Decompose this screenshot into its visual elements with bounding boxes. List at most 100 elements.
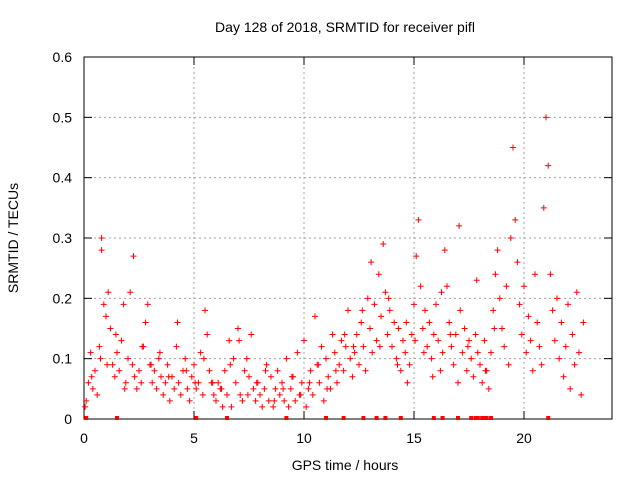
data-point	[485, 385, 492, 392]
data-point	[209, 379, 216, 386]
data-point	[556, 355, 563, 362]
data-point	[85, 379, 92, 386]
data-point	[241, 367, 248, 374]
data-point	[518, 331, 525, 338]
data-point	[358, 319, 365, 326]
data-point	[82, 403, 89, 410]
data-points	[82, 114, 587, 410]
data-point	[353, 331, 360, 338]
y-tick-label: 0.5	[53, 109, 73, 125]
data-point	[268, 373, 274, 380]
data-point	[341, 331, 348, 338]
y-tick-label: 0.1	[53, 351, 73, 367]
grid-layer	[84, 57, 612, 419]
data-point	[547, 271, 554, 278]
data-point	[96, 343, 103, 350]
chart-title: Day 128 of 2018, SRMTID for receiver pif…	[215, 19, 475, 35]
data-point	[315, 361, 322, 368]
data-point	[104, 361, 111, 368]
data-point	[175, 379, 182, 386]
data-point	[271, 397, 278, 404]
data-point	[351, 349, 358, 356]
data-point	[144, 301, 151, 308]
data-point	[380, 241, 387, 248]
data-point	[305, 385, 312, 392]
data-point	[155, 355, 162, 362]
data-point	[294, 349, 301, 356]
data-point	[538, 361, 545, 368]
zero-marker	[225, 416, 229, 420]
data-point	[312, 313, 318, 320]
zero-marker	[456, 416, 460, 420]
data-point	[466, 337, 472, 344]
data-point	[429, 373, 436, 380]
data-point	[457, 307, 464, 314]
data-point	[342, 343, 349, 350]
zero-marker	[482, 416, 487, 420]
data-point	[164, 361, 171, 368]
data-point	[494, 247, 501, 254]
data-point	[142, 319, 149, 326]
data-point	[571, 361, 578, 368]
data-point	[562, 343, 569, 350]
data-point	[87, 349, 94, 356]
data-point	[331, 349, 338, 356]
data-point	[532, 271, 538, 278]
zero-marker	[115, 416, 119, 420]
data-point	[413, 253, 420, 260]
data-point	[292, 397, 299, 404]
data-point	[127, 289, 134, 296]
data-point	[543, 114, 549, 121]
data-point	[281, 397, 288, 404]
data-point	[297, 391, 304, 398]
data-point	[362, 367, 369, 374]
data-point	[158, 373, 164, 380]
data-point	[318, 343, 325, 350]
data-point	[118, 337, 125, 344]
data-point	[474, 349, 481, 356]
data-point	[109, 361, 116, 368]
data-point	[438, 289, 445, 296]
data-point	[420, 349, 427, 356]
data-point	[470, 373, 477, 380]
data-point	[375, 271, 382, 278]
data-point	[386, 307, 393, 314]
data-point	[334, 379, 340, 386]
data-point	[428, 355, 435, 362]
data-point	[120, 301, 127, 308]
data-point	[193, 385, 200, 392]
data-point	[130, 253, 137, 260]
data-point	[441, 247, 448, 254]
zero-marker	[440, 416, 445, 420]
data-point	[224, 391, 230, 398]
data-point	[210, 391, 217, 398]
data-point	[384, 331, 391, 338]
y-tick-label: 0.2	[53, 290, 73, 306]
data-point	[166, 397, 173, 404]
x-tick-label: 0	[80, 430, 88, 446]
zero-marker	[324, 416, 328, 420]
x-axis-label: GPS time / hours	[292, 457, 399, 473]
data-point	[385, 295, 392, 302]
data-point	[259, 403, 266, 410]
data-point	[202, 307, 208, 314]
data-point	[131, 373, 138, 380]
data-point	[447, 331, 454, 338]
data-point	[298, 379, 305, 386]
data-point	[156, 349, 163, 356]
y-tick-label: 0.4	[53, 170, 73, 186]
data-point	[468, 355, 475, 362]
data-point	[463, 367, 470, 374]
y-tick-label: 0.3	[53, 230, 73, 246]
data-point	[496, 295, 503, 302]
data-point	[129, 361, 136, 368]
data-point	[324, 385, 331, 392]
data-point	[578, 391, 585, 398]
tick-layer: 0 0.1 0.2 0.3 0.4 0.5 0.6 0 5 10 15 20	[53, 49, 612, 446]
x-tick-label: 15	[406, 430, 422, 446]
data-point	[116, 367, 123, 374]
data-point	[162, 379, 169, 386]
data-point	[89, 385, 96, 392]
data-point	[373, 337, 380, 344]
plot-frame	[83, 56, 613, 420]
